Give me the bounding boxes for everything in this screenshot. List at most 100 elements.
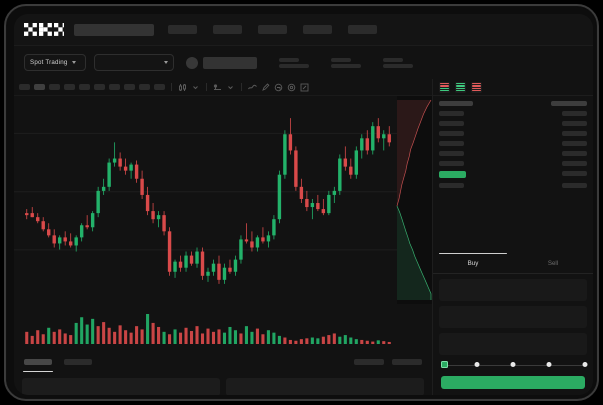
chart-toolbar: [14, 79, 432, 96]
orderbook-row[interactable]: [439, 121, 587, 126]
timeframe-button-7[interactable]: [109, 84, 120, 90]
orderbook-list: [433, 96, 593, 188]
orderbook-price: [439, 131, 464, 136]
orderbook-amount: [562, 131, 587, 136]
orderbook-amount: [562, 183, 587, 188]
tablet-device-frame: Spot Trading: [4, 4, 599, 401]
order-field-amount[interactable]: [439, 306, 587, 328]
indicator-icon[interactable]: [213, 83, 222, 92]
chevron-down-icon[interactable]: [226, 83, 235, 92]
bottom-panel-1[interactable]: [22, 378, 220, 395]
bottom-action-1[interactable]: [354, 359, 384, 365]
chevron-down-icon[interactable]: [191, 83, 200, 92]
market-stat-2: [331, 57, 361, 68]
slider-stop-100[interactable]: [582, 362, 588, 367]
pencil-icon[interactable]: [261, 82, 270, 92]
order-field-total[interactable]: [439, 333, 587, 355]
nav-item-5[interactable]: [348, 25, 377, 34]
right-sidebar: Buy Sell: [432, 79, 593, 395]
orderbook-mixed-icon[interactable]: [439, 81, 450, 93]
market-stat-3: [383, 57, 413, 68]
last-price-value: [203, 56, 257, 69]
candlestick-chart[interactable]: [14, 96, 432, 304]
timeframe-button-2[interactable]: [34, 84, 45, 90]
orderbook-price: [439, 121, 464, 126]
slider-stop-50[interactable]: [510, 362, 516, 367]
chevron-down-icon: [164, 61, 168, 64]
trading-mode-label: Spot Trading: [30, 59, 68, 66]
nav-item-2[interactable]: [213, 25, 242, 34]
market-stat-1: [279, 57, 309, 68]
bottom-tab-1[interactable]: [23, 359, 53, 372]
orderbook-price: [439, 151, 464, 156]
trading-mode-dropdown[interactable]: Spot Trading: [24, 54, 86, 71]
bottom-actions: [354, 359, 422, 365]
orderbook-spread-price: [439, 171, 466, 178]
market-summary-row: Spot Trading: [14, 46, 593, 79]
orderbook-price: [439, 161, 464, 166]
order-entry-form: Buy Sell: [433, 253, 593, 395]
orderbook-price: [439, 111, 464, 116]
orderbook-sell-icon[interactable]: [471, 81, 482, 93]
bottom-action-2[interactable]: [392, 359, 422, 365]
toolbar-divider: [241, 83, 242, 91]
bottom-tab-2[interactable]: [64, 359, 92, 365]
orderbook-row[interactable]: [439, 151, 587, 156]
submit-order-button[interactable]: [441, 376, 585, 389]
timeframe-button-5[interactable]: [79, 84, 90, 90]
slider-stop-25[interactable]: [474, 362, 480, 367]
tab-buy[interactable]: Buy: [467, 260, 479, 267]
nav-item-1[interactable]: [168, 25, 197, 34]
bottom-panels: [14, 378, 432, 395]
stat-label: [279, 57, 299, 62]
buy-sell-tabs: Buy Sell: [433, 253, 593, 274]
slider-stop-75[interactable]: [546, 362, 552, 367]
orderbook-amount: [562, 161, 587, 166]
active-tab-underline: [439, 253, 507, 255]
top-navigation-bar: [14, 14, 593, 46]
timeframe-button-6[interactable]: [94, 84, 105, 90]
orderbook-price: [439, 183, 464, 188]
orderbook-row[interactable]: [439, 131, 587, 136]
line-tool-icon[interactable]: [248, 83, 257, 92]
volume-histogram: [14, 304, 432, 352]
tab-sell[interactable]: Sell: [547, 260, 559, 267]
trading-pair-dropdown[interactable]: [94, 54, 174, 71]
timeframe-button-4[interactable]: [64, 84, 75, 90]
orderbook-row[interactable]: [439, 161, 587, 166]
nav-item-3[interactable]: [258, 25, 287, 34]
timeframe-button-8[interactable]: [124, 84, 135, 90]
orderbook-col-amount: [551, 101, 587, 106]
orderbook-header: [439, 101, 587, 106]
candles-icon[interactable]: [178, 83, 187, 92]
orderbook-col-price: [439, 101, 473, 106]
fullscreen-icon[interactable]: [300, 83, 309, 92]
bottom-panel-2[interactable]: [226, 378, 424, 395]
search-input[interactable]: [74, 23, 154, 36]
orderbook-price: [439, 141, 464, 146]
orderbook-row-highlight[interactable]: [439, 171, 587, 178]
orderbook-amount: [562, 141, 587, 146]
timeframe-button-9[interactable]: [139, 84, 150, 90]
timeframe-button-3[interactable]: [49, 84, 60, 90]
order-field-price[interactable]: [439, 279, 587, 301]
magnet-icon[interactable]: [274, 83, 283, 92]
orderbook-view-modes: [433, 79, 593, 96]
orderbook-row[interactable]: [439, 111, 587, 116]
orderbook-amount: [562, 151, 587, 156]
nav-item-4[interactable]: [303, 25, 332, 34]
orderbook-amount: [562, 171, 587, 176]
timeframe-button-1[interactable]: [19, 84, 30, 90]
orderbook-buy-icon[interactable]: [455, 81, 466, 93]
toolbar-divider: [171, 83, 172, 91]
slider-handle[interactable]: [441, 361, 448, 368]
coin-avatar: [186, 56, 198, 69]
amount-percentage-slider[interactable]: [441, 361, 588, 369]
stat-label: [383, 57, 403, 62]
orderbook-row[interactable]: [439, 141, 587, 146]
stat-label: [331, 57, 351, 62]
okx-logo-icon[interactable]: [24, 23, 64, 36]
orderbook-row[interactable]: [439, 183, 587, 188]
timeframe-button-10[interactable]: [154, 84, 165, 90]
settings-icon[interactable]: [287, 83, 296, 92]
